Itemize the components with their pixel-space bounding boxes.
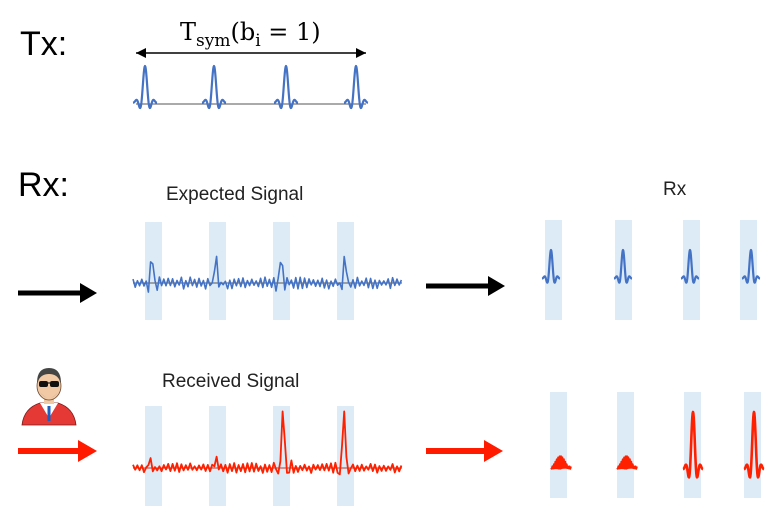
attacker-avatar-icon	[21, 368, 77, 426]
tx-pulse-4	[343, 64, 369, 110]
tx-pulse-train	[132, 64, 369, 110]
rx-blue-pulse-1	[541, 248, 561, 284]
rx-blue-pulse-2	[613, 248, 633, 284]
tx-pulse-1	[132, 64, 158, 110]
symbol-period-label: Tsym(bi = 1)	[180, 18, 321, 51]
rx-label: Rx:	[18, 166, 69, 204]
received-signal-label: Received Signal	[162, 371, 299, 392]
rx-red-pulse-3	[682, 410, 704, 479]
rx-output-label: Rx	[663, 179, 687, 200]
symbol-period-arrow	[136, 48, 366, 58]
rx-blue-pulses	[541, 248, 761, 284]
tx-pulse-3	[273, 64, 299, 110]
window-6	[615, 220, 632, 320]
window-3	[273, 222, 290, 320]
received-wave	[132, 410, 403, 476]
window-13	[550, 392, 567, 498]
rx-red-pulse-1	[550, 455, 572, 470]
rx-red-pulse-2	[616, 455, 638, 470]
rx-blue-pulse-3	[680, 248, 700, 284]
attack-output-arrow	[426, 440, 503, 462]
expected-signal-wave	[132, 255, 403, 293]
rx-blue-pulse-4	[741, 248, 761, 284]
window-10	[209, 406, 226, 506]
rx-red-pulses	[550, 410, 765, 479]
window-4	[337, 222, 354, 320]
expected-wave	[132, 255, 403, 293]
window-14	[617, 392, 634, 498]
sampling-windows	[145, 220, 761, 506]
attack-input-arrow	[18, 440, 97, 462]
rx-red-pulse-4	[743, 410, 765, 479]
window-9	[145, 406, 162, 506]
legit-output-arrow	[426, 276, 505, 296]
tx-pulse-2	[201, 64, 227, 110]
tx-label: Tx:	[20, 25, 67, 63]
window-15	[684, 392, 701, 498]
received-signal-wave	[132, 410, 403, 476]
legit-input-arrow	[18, 283, 97, 303]
expected-signal-label: Expected Signal	[166, 184, 303, 205]
